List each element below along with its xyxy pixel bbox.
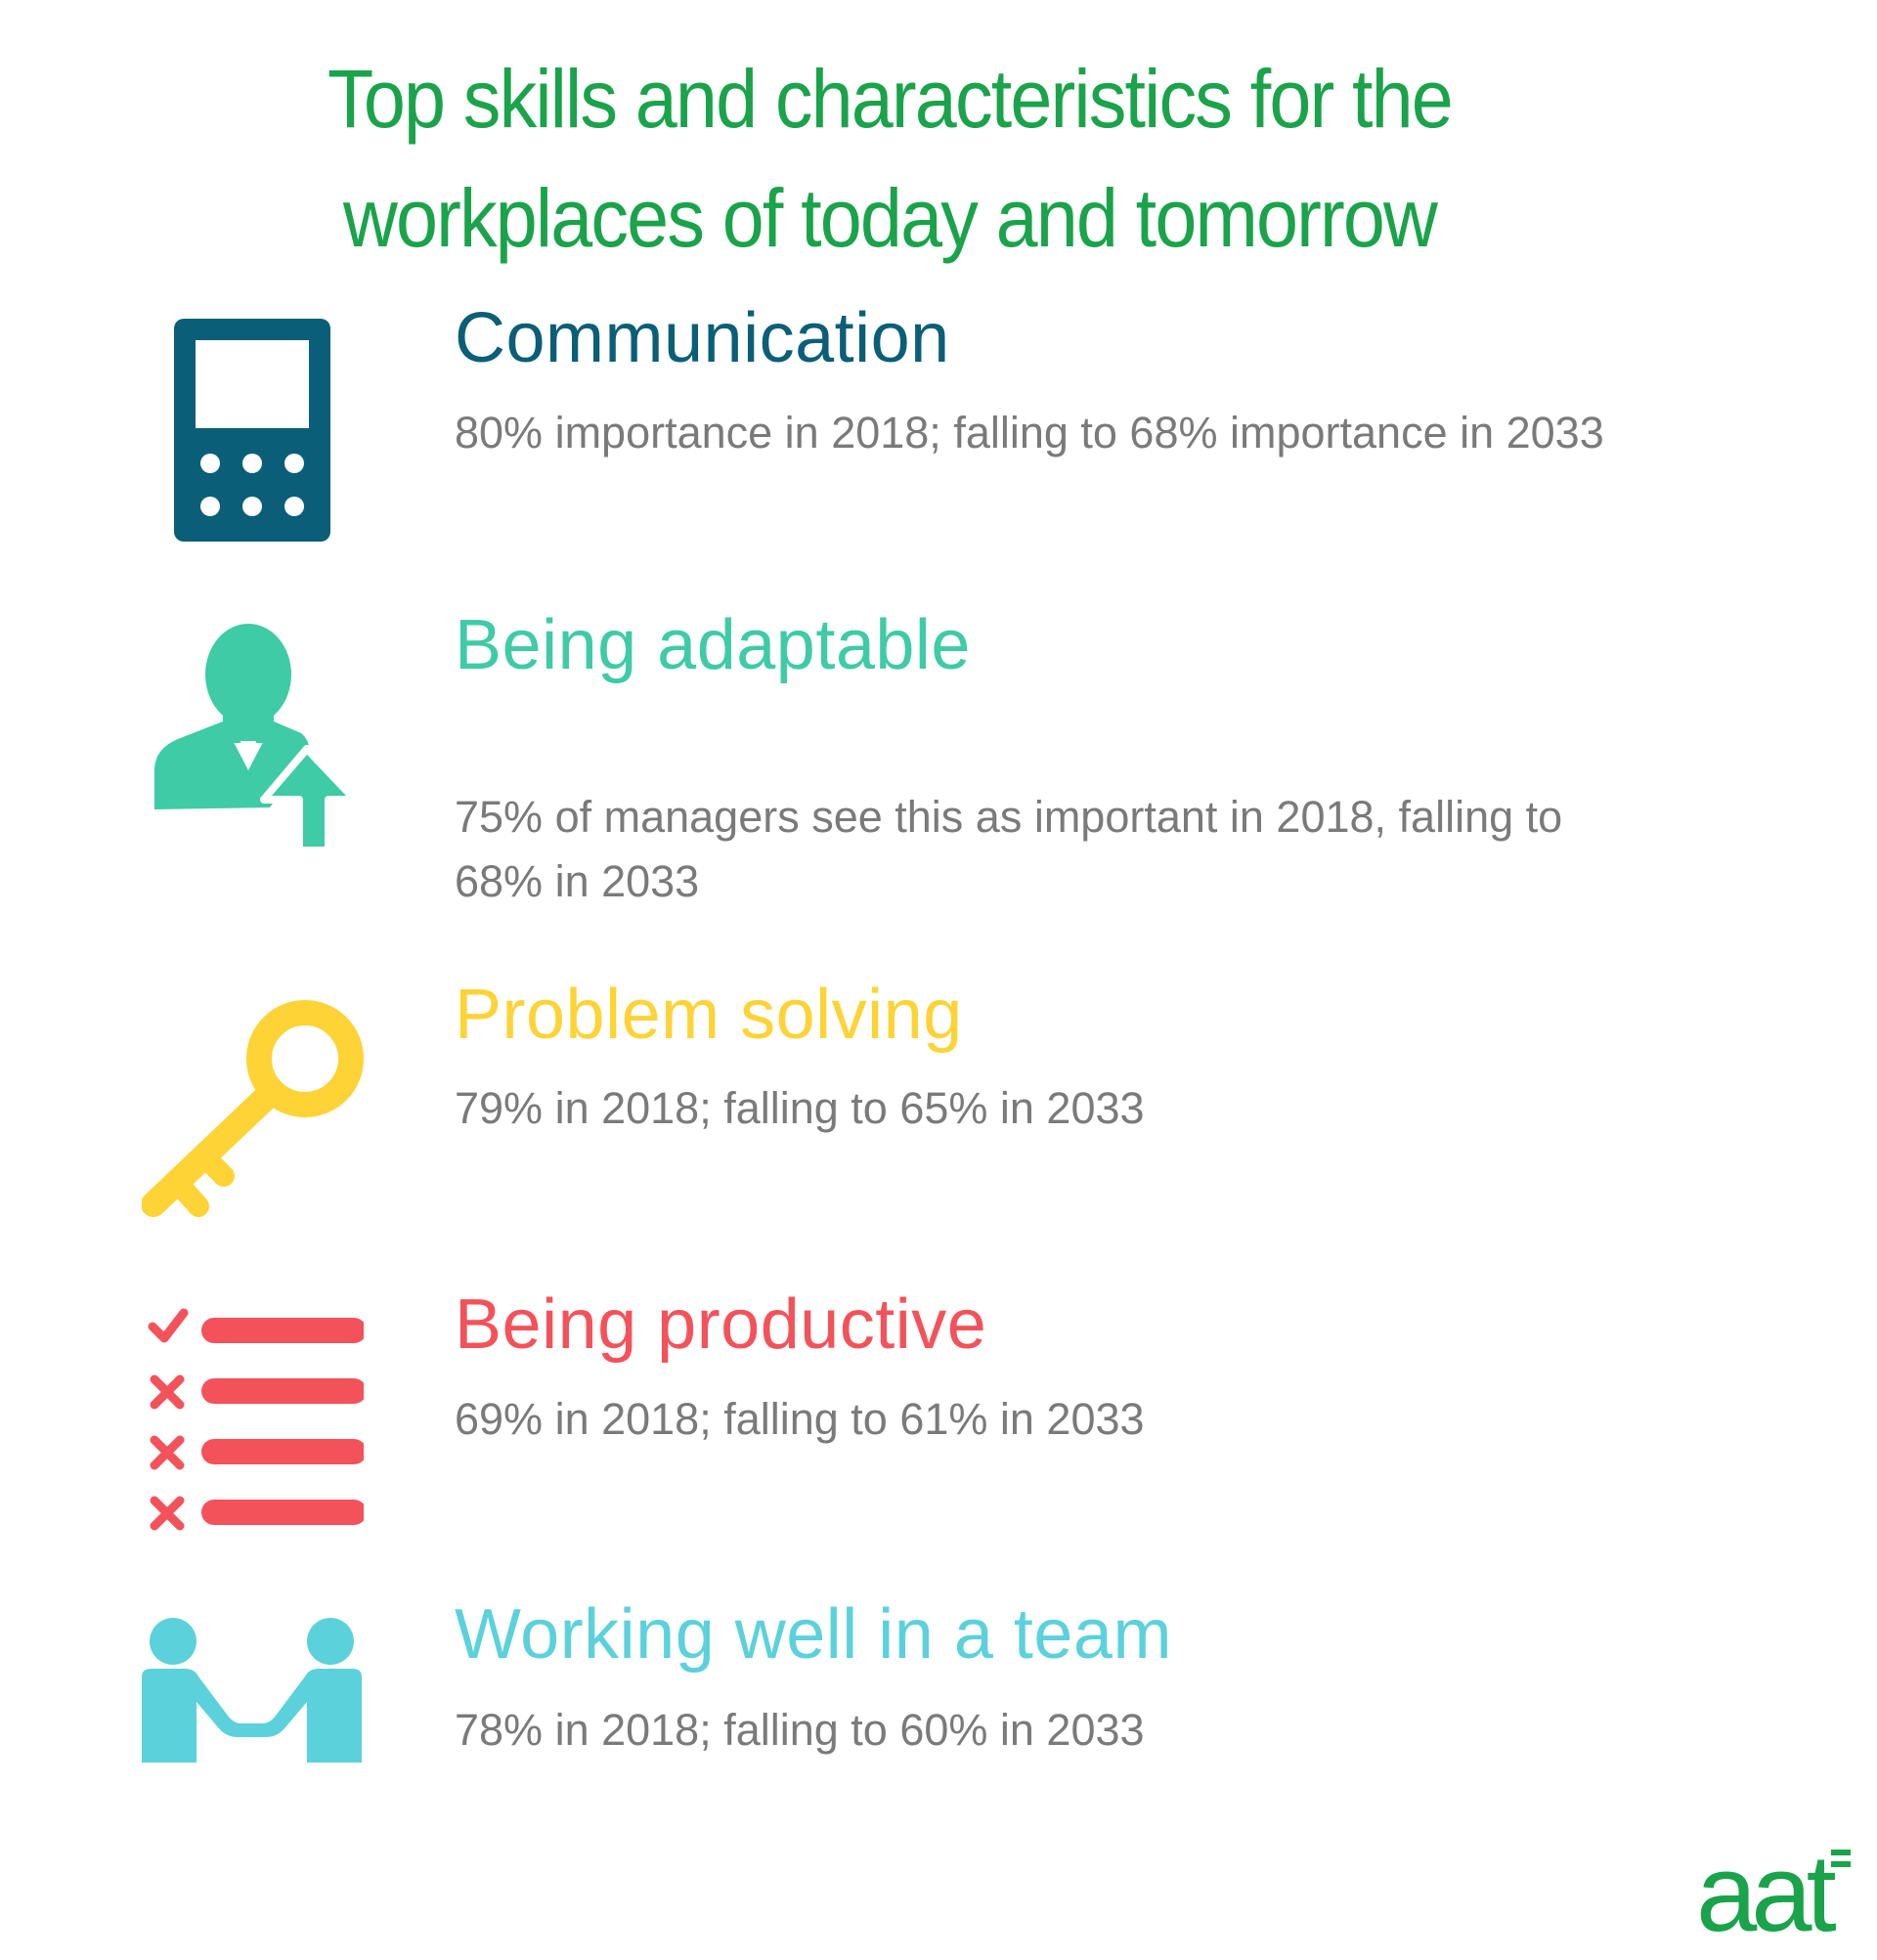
skill-title: Being adaptable — [455, 606, 971, 684]
skill-description: 80% importance in 2018; falling to 68% i… — [455, 408, 1604, 457]
phone-icon — [174, 319, 330, 542]
skill-title: Being productive — [455, 1285, 987, 1364]
key-icon — [142, 997, 367, 1232]
title-line-2: workplaces of today and tomorrow — [342, 172, 1438, 264]
logo-text: aat — [1696, 1838, 1837, 1945]
checklist-icon — [147, 1305, 364, 1535]
skill-description: 69% in 2018; falling to 61% in 2033 — [455, 1394, 1145, 1444]
handshake-icon — [142, 1618, 362, 1764]
skill-title: Problem solving — [455, 976, 963, 1054]
skill-description: 75% of managers see this as important in… — [455, 792, 1563, 906]
page-title: Top skills and characteristics for the w… — [179, 39, 1600, 278]
skill-description: 78% in 2018; falling to 60% in 2033 — [455, 1705, 1145, 1755]
aat-logo: aat — [1696, 1832, 1853, 1954]
skill-title: Communication — [455, 299, 950, 377]
skill-description: 79% in 2018; falling to 65% in 2033 — [455, 1083, 1145, 1133]
skill-title: Working well in a team — [455, 1595, 1172, 1674]
person-arrow-up-icon — [154, 624, 354, 850]
title-line-1: Top skills and characteristics for the — [327, 53, 1454, 145]
